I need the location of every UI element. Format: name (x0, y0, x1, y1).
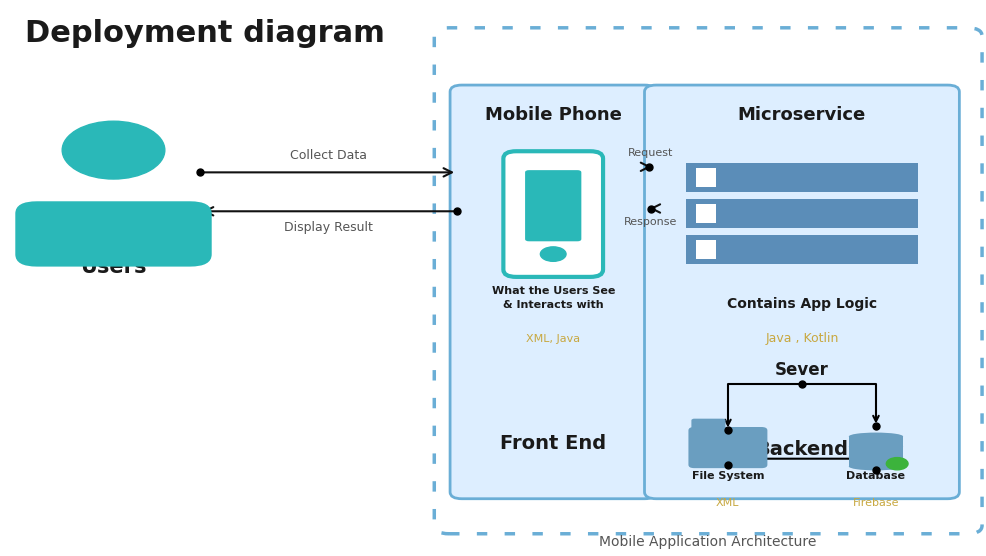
Text: XML, Java: XML, Java (526, 334, 580, 344)
FancyBboxPatch shape (695, 204, 715, 223)
Text: Database: Database (846, 471, 904, 481)
FancyBboxPatch shape (687, 427, 767, 468)
FancyBboxPatch shape (525, 170, 581, 241)
Text: Firebase: Firebase (852, 498, 898, 508)
Text: File System: File System (691, 471, 763, 481)
Ellipse shape (848, 453, 902, 460)
FancyBboxPatch shape (450, 85, 656, 499)
Circle shape (885, 458, 907, 470)
FancyBboxPatch shape (16, 201, 212, 267)
Text: Display Result: Display Result (284, 221, 373, 234)
Text: Front End: Front End (500, 434, 605, 453)
FancyBboxPatch shape (848, 436, 902, 446)
FancyBboxPatch shape (685, 235, 917, 264)
Ellipse shape (848, 443, 902, 450)
FancyBboxPatch shape (690, 419, 725, 433)
Circle shape (62, 121, 165, 179)
FancyBboxPatch shape (848, 446, 902, 456)
Ellipse shape (848, 463, 902, 470)
FancyBboxPatch shape (644, 85, 958, 499)
Text: Java , Kotlin: Java , Kotlin (764, 332, 838, 345)
FancyBboxPatch shape (685, 163, 917, 192)
Text: Contains App Logic: Contains App Logic (726, 297, 877, 311)
FancyBboxPatch shape (695, 240, 715, 259)
Text: Users: Users (80, 257, 147, 277)
Text: Collect Data: Collect Data (290, 150, 367, 162)
Text: Mobile Phone: Mobile Phone (484, 106, 621, 123)
Text: XML: XML (716, 498, 739, 508)
Circle shape (540, 247, 566, 261)
Text: Sever: Sever (774, 361, 828, 379)
Text: Backend: Backend (754, 440, 848, 459)
Text: Microservice: Microservice (738, 106, 865, 123)
Text: Response: Response (623, 217, 676, 227)
FancyBboxPatch shape (695, 168, 715, 187)
FancyBboxPatch shape (503, 151, 602, 277)
FancyBboxPatch shape (848, 456, 902, 466)
Text: What the Users See
& Interacts with: What the Users See & Interacts with (491, 286, 614, 310)
FancyBboxPatch shape (685, 199, 917, 228)
Text: Deployment diagram: Deployment diagram (25, 19, 385, 48)
Ellipse shape (848, 433, 902, 440)
Text: Request: Request (627, 148, 672, 158)
Text: Mobile Application Architecture: Mobile Application Architecture (599, 535, 816, 549)
